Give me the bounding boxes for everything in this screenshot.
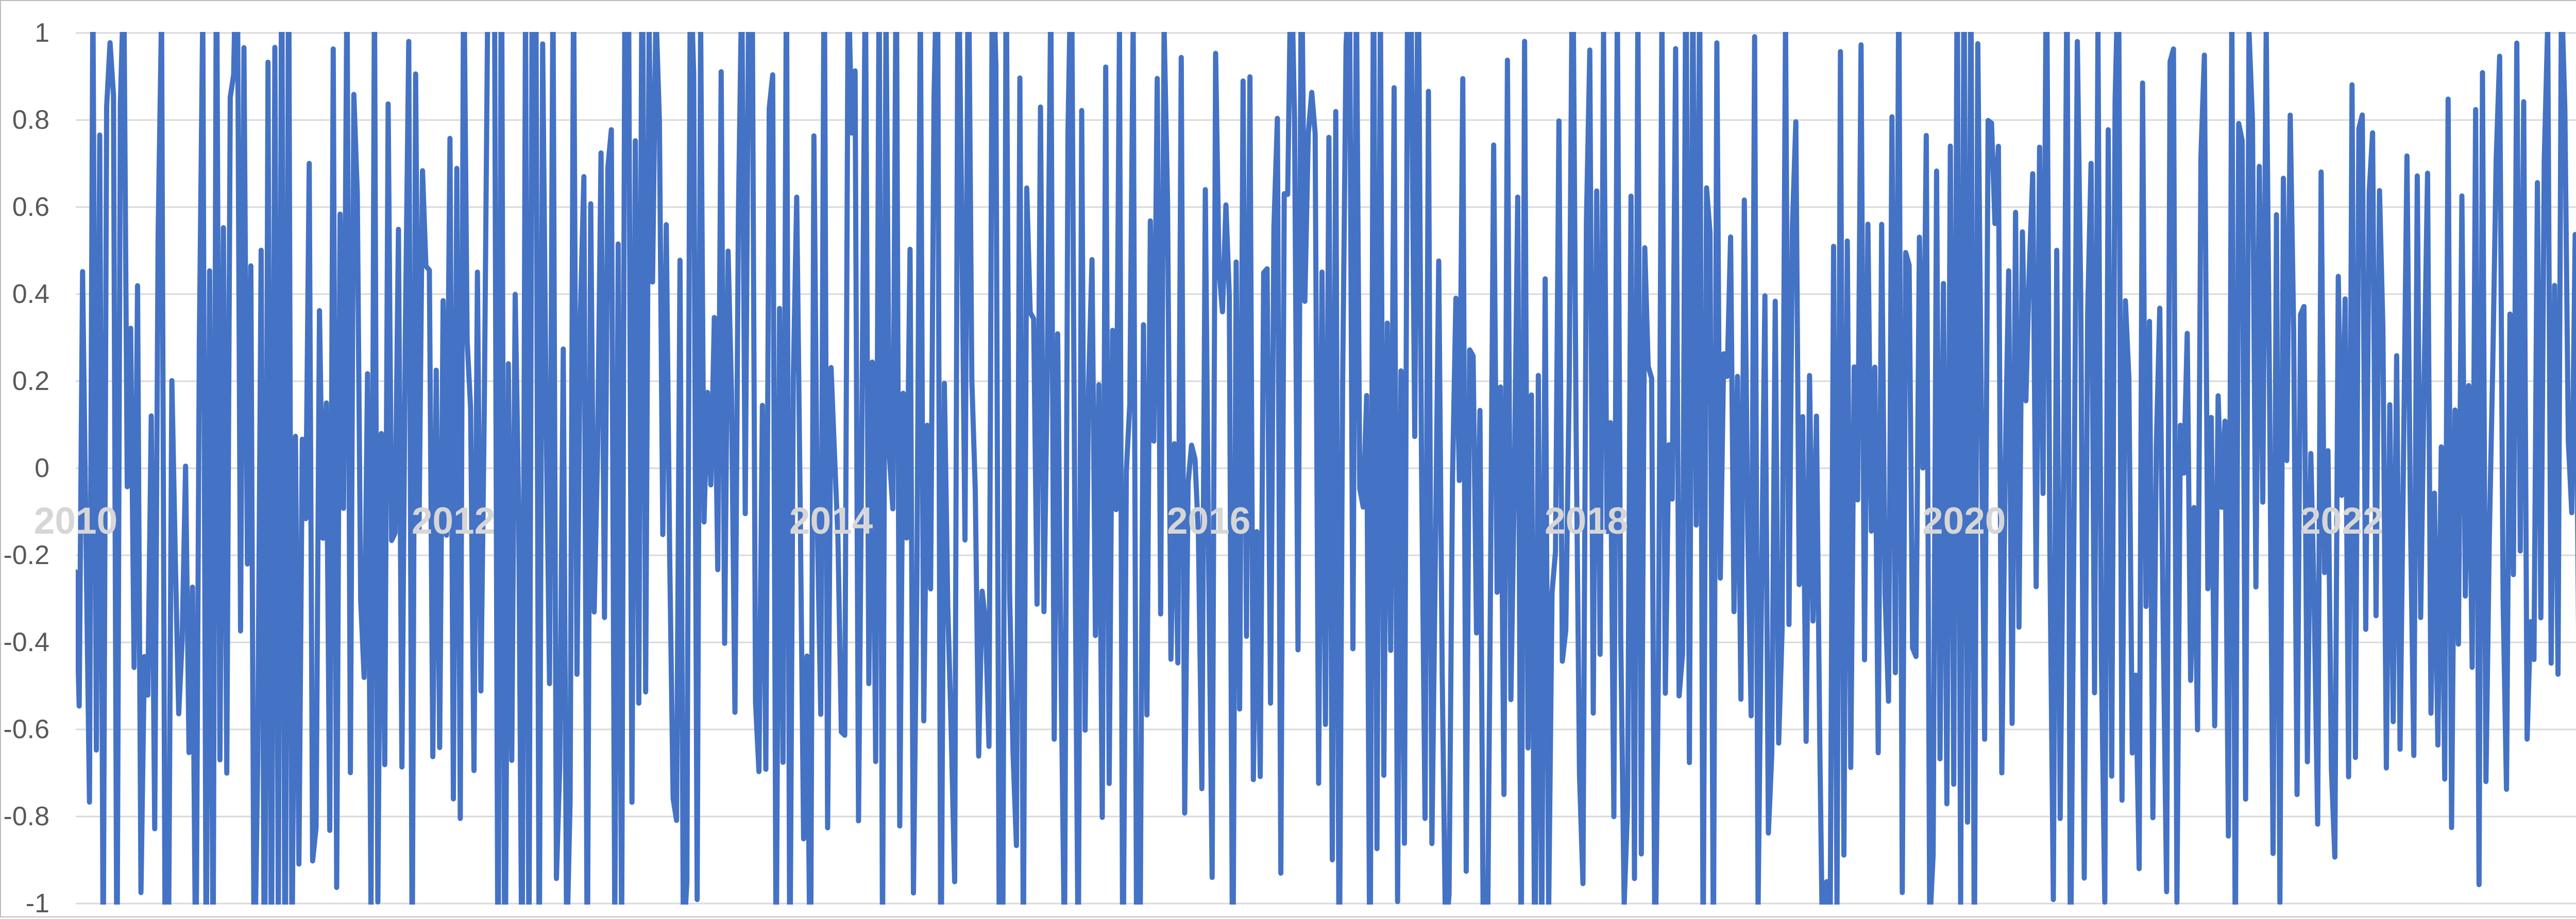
x-axis-year-label: 2018: [1544, 500, 1629, 542]
y-axis-tick-label: 0.2: [12, 366, 49, 396]
y-axis-tick-label: 0: [35, 453, 49, 483]
y-axis-tick-label: 0.6: [12, 192, 49, 222]
x-axis-year-label: 2010: [33, 500, 118, 542]
y-axis-tick-label: -0.2: [3, 540, 49, 570]
x-axis-year-label: 2022: [2300, 500, 2384, 542]
y-axis-tick-label: -1: [25, 889, 49, 918]
y-axis-tick-label: -0.6: [3, 714, 49, 744]
y-axis-tick-label: 1: [35, 18, 49, 48]
x-axis-year-label: 2012: [411, 500, 496, 542]
y-axis-tick-label: 0.8: [12, 105, 49, 135]
x-axis-year-label: 2016: [1166, 500, 1251, 542]
y-axis-tick-label: 0.4: [12, 279, 49, 309]
y-axis-tick-label: -0.4: [3, 627, 49, 657]
x-axis-year-label: 2014: [789, 500, 873, 542]
y-axis-tick-label: -0.8: [3, 802, 49, 831]
x-axis-year-label: 2020: [1922, 500, 2006, 542]
noise-line-series: [76, 32, 2576, 905]
